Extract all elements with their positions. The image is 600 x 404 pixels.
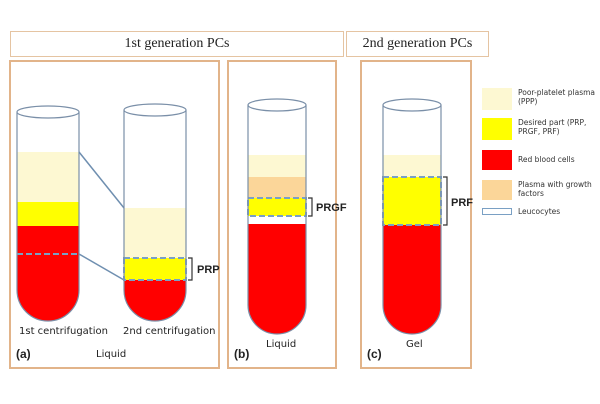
legend-item-rbc: Red blood cells <box>482 150 596 170</box>
legend-swatch-leucocytes <box>482 208 512 215</box>
label-prf: PRF <box>451 197 473 209</box>
header-first-generation: 1st generation PCs <box>10 31 344 57</box>
label-1st-centrifugation: 1st centrifugation <box>19 326 108 337</box>
tube-3-ppp-layer <box>248 155 306 177</box>
tube-1 <box>16 105 80 322</box>
legend-item-desired: Desired part (PRP, PRGF, PRF) <box>482 118 596 140</box>
legend-text-growth: Plasma with growth factors <box>518 180 592 198</box>
tube-4 <box>382 98 448 335</box>
tube-1-desired-layer <box>17 202 79 226</box>
panel-b-letter: (b) <box>234 347 249 361</box>
label-prgf: PRGF <box>316 202 347 214</box>
panel-b-state: Liquid <box>266 339 296 350</box>
prp-bracket <box>188 257 193 281</box>
tube-4-desired-layer <box>383 177 441 225</box>
tube-1-outline <box>16 105 80 322</box>
tube-3 <box>247 98 313 335</box>
prgf-bracket <box>308 197 313 217</box>
tube-4-ppp-layer <box>383 155 441 177</box>
tube-3-desired-layer <box>248 198 306 216</box>
legend-item-ppp: Poor-platelet plasma (PPP) <box>482 88 596 110</box>
header-first-generation-text: 1st generation PCs <box>124 36 230 51</box>
header-second-generation: 2nd generation PCs <box>346 31 489 57</box>
legend-text-desired: Desired part (PRP, PRGF, PRF) <box>518 118 587 136</box>
tube-2-desired-layer <box>124 258 186 280</box>
panel-c-letter: (c) <box>367 347 382 361</box>
tube-3-growth-layer <box>248 177 306 198</box>
tube-2-outline <box>123 103 187 322</box>
legend-swatch-ppp <box>482 88 512 110</box>
legend-text-leucocytes: Leucocytes <box>518 207 561 216</box>
prf-bracket <box>443 176 448 226</box>
legend-swatch-growth <box>482 180 512 200</box>
tube-2-ppp-layer <box>124 208 186 258</box>
header-second-generation-text: 2nd generation PCs <box>362 36 473 51</box>
tube-3-rbc-layer <box>248 224 306 334</box>
legend-swatch-rbc <box>482 150 512 170</box>
connector-upper <box>78 151 125 209</box>
legend-item-growth: Plasma with growth factors <box>482 180 596 200</box>
panel-a-letter: (a) <box>16 347 31 361</box>
tube-1-rbc-layer <box>17 226 79 321</box>
tube-3-outline <box>247 98 307 335</box>
legend-swatch-desired <box>482 118 512 140</box>
label-prp: PRP <box>197 264 220 276</box>
tube-4-outline <box>382 98 442 335</box>
legend-text-ppp: Poor-platelet plasma (PPP) <box>518 88 596 106</box>
tube-1-ppp-layer <box>17 152 79 202</box>
panel-c-state: Gel <box>406 339 423 350</box>
legend-item-leucocytes: Leucocytes <box>482 207 596 216</box>
label-2nd-centrifugation: 2nd centrifugation <box>123 326 216 337</box>
connector-lower <box>78 253 125 281</box>
panel-a-state: Liquid <box>96 349 126 360</box>
tube-2 <box>123 103 193 322</box>
legend-text-rbc: Red blood cells <box>518 155 575 164</box>
tube-4-rbc-layer <box>383 225 441 334</box>
